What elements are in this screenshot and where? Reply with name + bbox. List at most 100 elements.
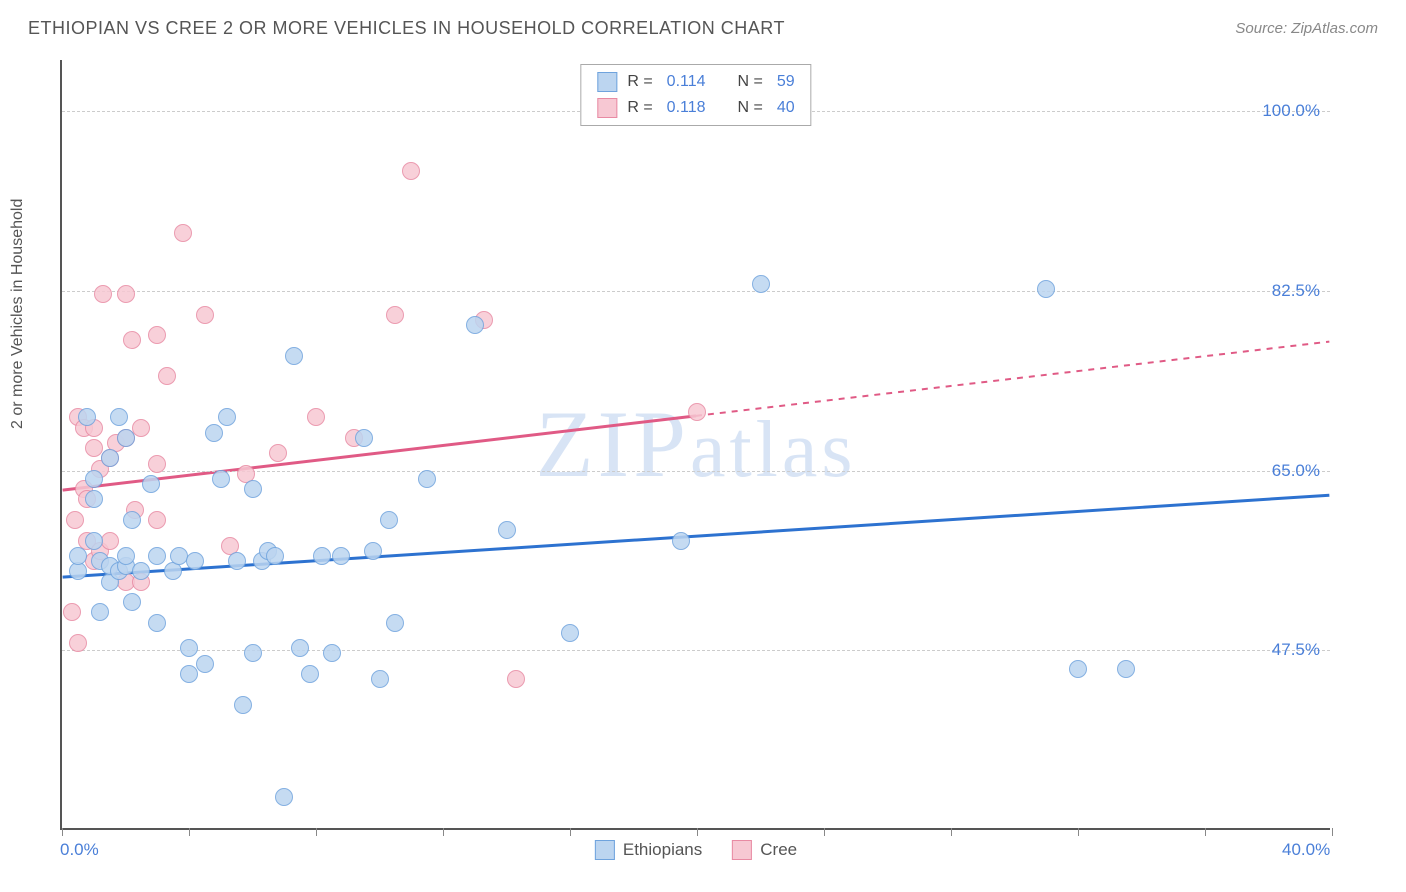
- data-point-ethiopians: [85, 532, 103, 550]
- data-point-cree: [196, 306, 214, 324]
- data-point-ethiopians: [196, 655, 214, 673]
- data-point-ethiopians: [142, 475, 160, 493]
- data-point-ethiopians: [266, 547, 284, 565]
- y-tick-label: 100.0%: [1262, 101, 1320, 121]
- data-point-ethiopians: [78, 408, 96, 426]
- data-point-cree: [148, 326, 166, 344]
- data-point-ethiopians: [205, 424, 223, 442]
- data-point-ethiopians: [380, 511, 398, 529]
- x-tick: [62, 828, 63, 836]
- data-point-cree: [63, 603, 81, 621]
- n-value-ethiopians: 59: [777, 73, 795, 91]
- y-tick-label: 65.0%: [1272, 461, 1320, 481]
- data-point-ethiopians: [85, 470, 103, 488]
- x-tick: [824, 828, 825, 836]
- source-prefix: Source:: [1235, 20, 1291, 37]
- legend-item-cree: Cree: [732, 840, 797, 860]
- data-point-ethiopians: [313, 547, 331, 565]
- data-point-cree: [307, 408, 325, 426]
- data-point-cree: [85, 439, 103, 457]
- x-tick: [443, 828, 444, 836]
- data-point-cree: [101, 532, 119, 550]
- data-point-ethiopians: [244, 480, 262, 498]
- data-point-ethiopians: [371, 670, 389, 688]
- series-label-ethiopians: Ethiopians: [623, 840, 702, 860]
- data-point-ethiopians: [212, 470, 230, 488]
- r-value-ethiopians: 0.114: [667, 73, 706, 91]
- data-point-ethiopians: [69, 562, 87, 580]
- x-tick: [1205, 828, 1206, 836]
- data-point-ethiopians: [323, 644, 341, 662]
- data-point-ethiopians: [1117, 660, 1135, 678]
- data-point-ethiopians: [123, 593, 141, 611]
- data-point-cree: [123, 331, 141, 349]
- data-point-ethiopians: [1069, 660, 1087, 678]
- correlation-legend: R = 0.114 N = 59 R = 0.118 N = 40: [580, 64, 811, 126]
- data-point-cree: [148, 455, 166, 473]
- data-point-cree: [69, 634, 87, 652]
- swatch-ethiopians: [595, 840, 615, 860]
- data-point-cree: [174, 224, 192, 242]
- data-point-cree: [269, 444, 287, 462]
- data-point-cree: [688, 403, 706, 421]
- x-tick: [951, 828, 952, 836]
- r-label: R =: [627, 99, 652, 117]
- n-label: N =: [738, 73, 763, 91]
- data-point-ethiopians: [285, 347, 303, 365]
- legend-row-cree: R = 0.118 N = 40: [581, 95, 810, 121]
- x-tick: [570, 828, 571, 836]
- data-point-cree: [402, 162, 420, 180]
- data-point-cree: [507, 670, 525, 688]
- data-point-ethiopians: [364, 542, 382, 560]
- y-tick-label: 47.5%: [1272, 640, 1320, 660]
- data-point-cree: [66, 511, 84, 529]
- legend-row-ethiopians: R = 0.114 N = 59: [581, 69, 810, 95]
- r-label: R =: [627, 73, 652, 91]
- data-point-ethiopians: [218, 408, 236, 426]
- data-point-cree: [386, 306, 404, 324]
- n-label: N =: [738, 99, 763, 117]
- gridline-h: [62, 291, 1330, 292]
- swatch-cree: [597, 98, 617, 118]
- data-point-ethiopians: [132, 562, 150, 580]
- source-attribution: Source: ZipAtlas.com: [1235, 20, 1378, 37]
- n-value-cree: 40: [777, 99, 795, 117]
- data-point-ethiopians: [355, 429, 373, 447]
- data-point-ethiopians: [180, 665, 198, 683]
- legend-item-ethiopians: Ethiopians: [595, 840, 702, 860]
- data-point-ethiopians: [234, 696, 252, 714]
- data-point-ethiopians: [301, 665, 319, 683]
- data-point-ethiopians: [110, 408, 128, 426]
- data-point-ethiopians: [228, 552, 246, 570]
- chart-plot-area: ZIPatlas R = 0.114 N = 59 R = 0.118 N = …: [60, 60, 1330, 830]
- source-name: ZipAtlas.com: [1291, 20, 1378, 37]
- series-legend: Ethiopians Cree: [595, 840, 797, 860]
- x-tick: [1078, 828, 1079, 836]
- data-point-cree: [132, 419, 150, 437]
- data-point-cree: [148, 511, 166, 529]
- data-point-ethiopians: [561, 624, 579, 642]
- x-tick: [697, 828, 698, 836]
- data-point-ethiopians: [148, 547, 166, 565]
- data-point-ethiopians: [123, 511, 141, 529]
- data-point-ethiopians: [117, 429, 135, 447]
- data-point-ethiopians: [1037, 280, 1055, 298]
- data-point-ethiopians: [275, 788, 293, 806]
- data-point-ethiopians: [91, 603, 109, 621]
- data-point-ethiopians: [117, 547, 135, 565]
- data-point-ethiopians: [672, 532, 690, 550]
- x-tick: [316, 828, 317, 836]
- swatch-cree: [732, 840, 752, 860]
- swatch-ethiopians: [597, 72, 617, 92]
- x-tick: [1332, 828, 1333, 836]
- r-value-cree: 0.118: [667, 99, 706, 117]
- data-point-ethiopians: [148, 614, 166, 632]
- data-point-ethiopians: [69, 547, 87, 565]
- chart-title: ETHIOPIAN VS CREE 2 OR MORE VEHICLES IN …: [28, 18, 785, 39]
- data-point-cree: [117, 285, 135, 303]
- data-point-cree: [94, 285, 112, 303]
- data-point-ethiopians: [186, 552, 204, 570]
- data-point-ethiopians: [386, 614, 404, 632]
- x-tick-label-max: 40.0%: [1282, 840, 1330, 860]
- data-point-cree: [158, 367, 176, 385]
